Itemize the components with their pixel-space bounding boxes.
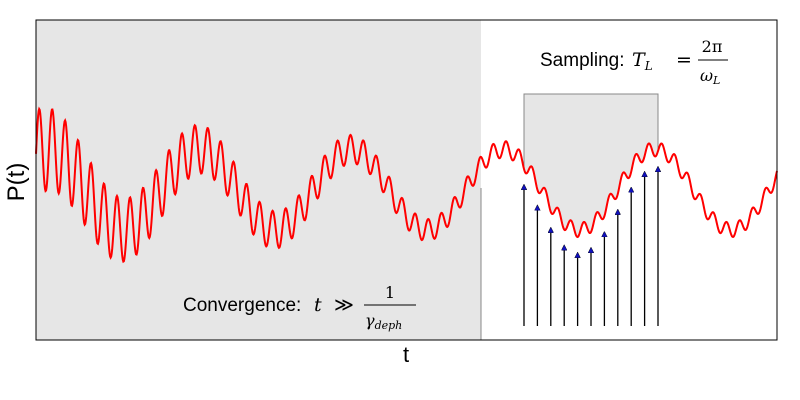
period-symbol: T (632, 49, 646, 71)
y-axis-label: P(t) (3, 163, 30, 202)
convergence-operator: ≫ (334, 294, 354, 316)
x-axis-label: t (403, 342, 409, 367)
sampling-lhs: TL (632, 49, 653, 73)
period-subscript: L (644, 59, 653, 73)
gamma-subscript: deph (375, 319, 403, 332)
plot-frame (35, 19, 778, 341)
convergence-annotation: Convergence: t ≫ 1 γdeph (183, 283, 416, 332)
sampling-label: Sampling: (540, 50, 625, 71)
sampling-denominator: ωL (700, 66, 720, 87)
sampling-annotation: Sampling: TL = 2π ωL (540, 37, 728, 87)
convergence-numerator: 1 (385, 283, 395, 302)
sampling-window (523, 93, 659, 238)
convergence-label: Convergence: (183, 295, 301, 316)
sample-arrows (524, 169, 658, 326)
omega-subscript: L (712, 74, 720, 87)
signal-curve (35, 106, 778, 264)
convergence-lhs: t (314, 294, 322, 316)
gamma-symbol: γ (365, 311, 375, 330)
omega-symbol: ω (700, 66, 713, 85)
convergence-denominator: γdeph (365, 311, 402, 332)
sampling-numerator: 2π (702, 37, 723, 56)
sampling-operator: = (676, 49, 692, 71)
convergence-region (36, 20, 481, 340)
